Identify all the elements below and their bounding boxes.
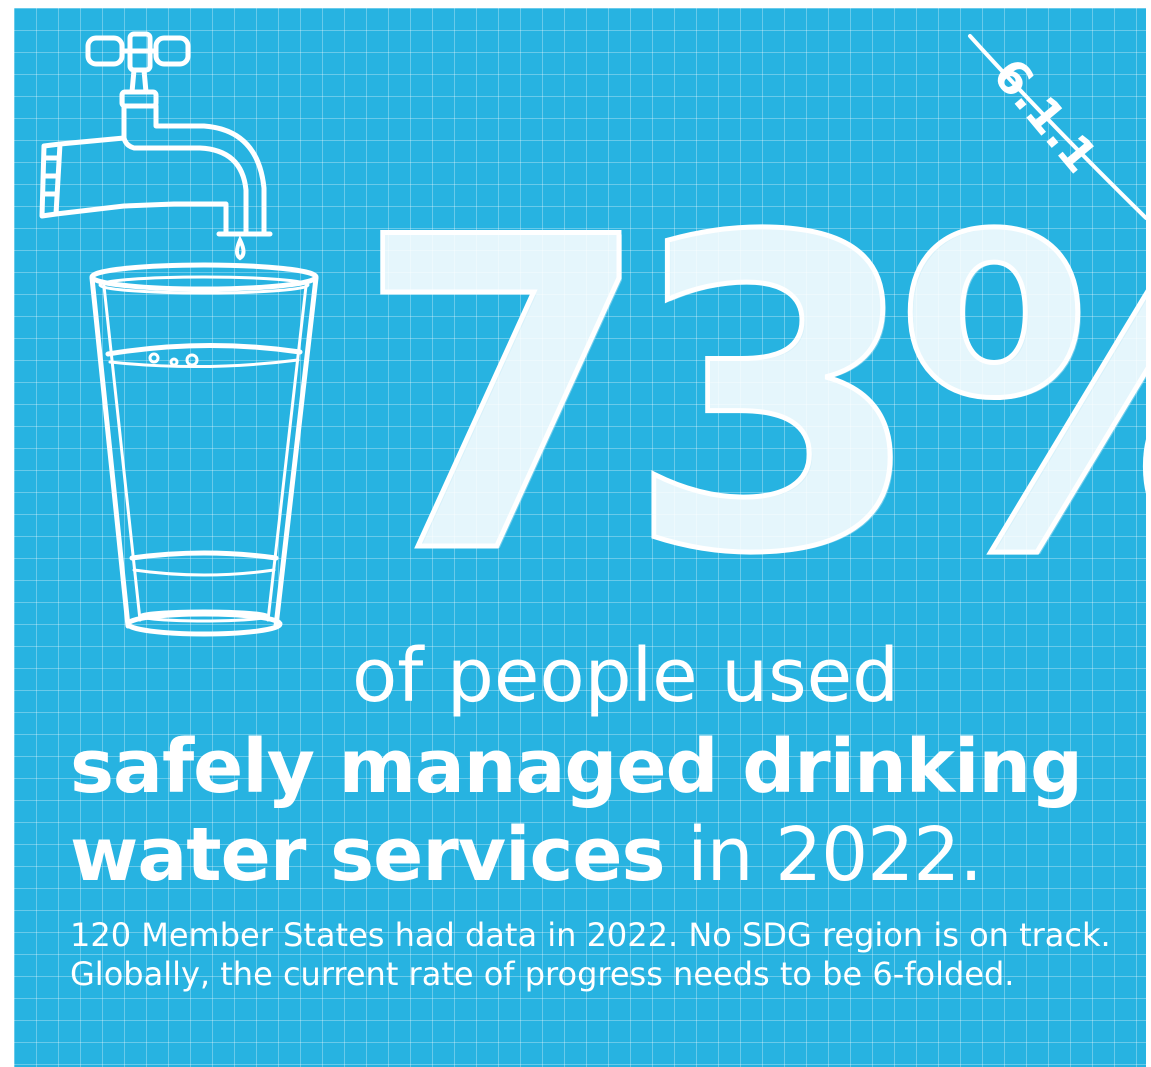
statement-bold-1: safely managed drinking [70,724,1083,810]
statement-rest: in 2022. [664,812,983,898]
illustration [39,31,1146,637]
footnote: 120 Member States had data in 2022. No S… [70,916,1111,993]
statement-line-1: of people used [352,633,900,719]
statement-bold-2: water services [70,812,666,898]
water-glass-icon [89,262,319,637]
headline-percent: 73% [351,148,1146,648]
water-drop-icon [235,235,246,261]
faucet-icon [39,31,273,237]
infographic-card: 6.1.1 73% of people used safely managed … [14,8,1146,1067]
statement-headline: safely managed drinking water services i… [70,723,1083,899]
corner-arc [968,34,1146,220]
